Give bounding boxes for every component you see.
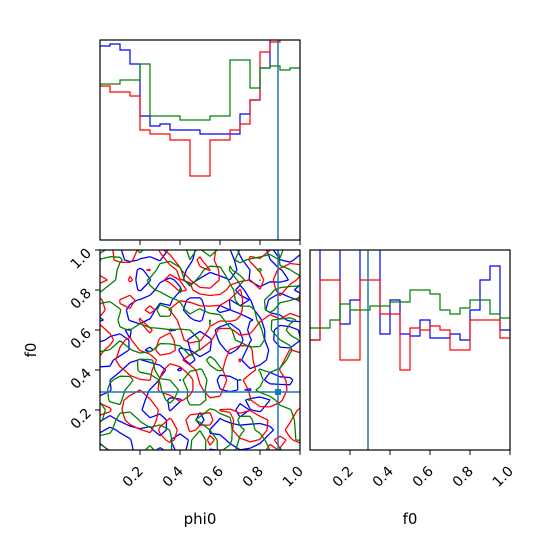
- tick-label-x-phi0: 0.4: [160, 463, 187, 490]
- tick-label-y-f0: 1.0: [68, 246, 95, 273]
- tick-label-x-f0: 0.2: [330, 464, 357, 491]
- hist-top: [100, 40, 300, 177]
- x-axis-label-phi0: phi0: [184, 510, 217, 528]
- tick-label-x-f0: 1.0: [490, 464, 517, 491]
- tick-label-x-phi0: 0.2: [120, 464, 147, 491]
- tick-label-y-f0: 0.2: [68, 406, 95, 433]
- truth-point: [275, 389, 281, 395]
- x-axis-label-f0: f0: [403, 510, 418, 528]
- tick-label-x-f0: 0.4: [370, 463, 397, 490]
- contour-green-0: [100, 250, 300, 450]
- hist-line-right-green: [310, 289, 510, 329]
- tick-label-x-phi0: 0.6: [200, 463, 227, 490]
- tick-label-y-f0: 0.4: [68, 365, 95, 392]
- tick-label-y-f0: 0.6: [68, 325, 95, 352]
- hist-line-right-red: [310, 279, 510, 371]
- tick-label-y-f0: 0.8: [68, 286, 95, 313]
- hist-right: [310, 250, 510, 371]
- contour-red-1: [100, 250, 300, 450]
- hist-line-top-green: [100, 59, 300, 121]
- tick-label-x-f0: 0.6: [410, 463, 437, 490]
- tick-label-x-f0: 0.8: [450, 464, 477, 491]
- hist-line-top-red: [100, 40, 281, 177]
- panel-frame-low: [99, 249, 301, 451]
- contour-green-1: [100, 250, 300, 450]
- tick-label-x-phi0: 0.8: [240, 464, 267, 491]
- panel-frame-top: [99, 39, 301, 241]
- contours-phi0-f0: [100, 250, 300, 450]
- tick-label-x-phi0: 1.0: [280, 464, 307, 491]
- y-axis-label-f0: f0: [22, 343, 40, 358]
- panel-frame-right: [309, 249, 511, 451]
